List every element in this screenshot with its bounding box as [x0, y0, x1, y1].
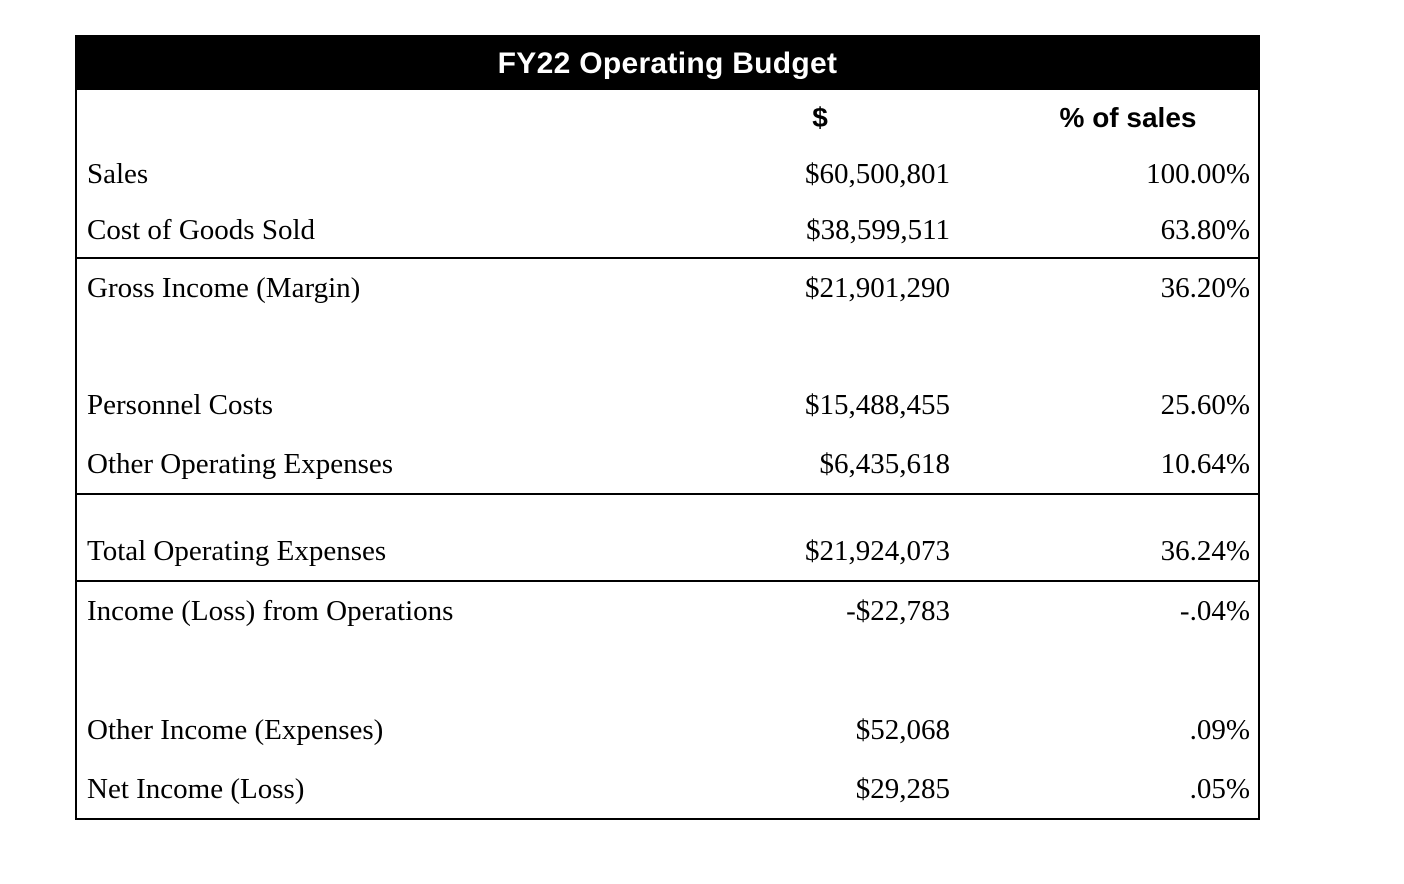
row-percent-value: .05% — [1189, 772, 1250, 805]
row-dollar-value: $52,068 — [855, 713, 950, 746]
row-label: Sales — [87, 157, 149, 190]
column-header-row: $ % of sales — [77, 90, 1258, 145]
row-percent-value: 10.64% — [1160, 447, 1250, 480]
spacer-row — [77, 318, 1258, 375]
table-row-personnel-costs: Personnel Costs $15,488,455 25.60% — [77, 375, 1258, 435]
row-percent-value: .09% — [1189, 713, 1250, 746]
row-percent-value: 36.20% — [1160, 272, 1250, 304]
row-dollar-value: -$22,783 — [846, 594, 950, 627]
table-row-other-income: Other Income (Expenses) $52,068 .09% — [77, 700, 1258, 760]
row-dollar-value: $21,901,290 — [805, 272, 950, 304]
row-label: Other Income (Expenses) — [87, 713, 384, 746]
percent-column-header: % of sales — [1059, 101, 1197, 133]
spacer-row — [77, 495, 1258, 523]
row-percent-value: 36.24% — [1160, 535, 1250, 567]
spacer-row — [77, 640, 1258, 700]
dollar-column-header: $ — [812, 101, 828, 133]
table-row-income-from-operations: Income (Loss) from Operations -$22,783 -… — [77, 582, 1258, 640]
operating-budget-table: FY22 Operating Budget $ % of sales Sales… — [75, 35, 1260, 820]
row-label: Cost of Goods Sold — [87, 213, 316, 246]
row-percent-value: 100.00% — [1146, 157, 1250, 190]
row-dollar-value: $29,285 — [855, 772, 950, 805]
row-dollar-value: $38,599,511 — [806, 213, 950, 246]
row-dollar-value: $21,924,073 — [805, 535, 950, 567]
row-percent-value: 25.60% — [1160, 388, 1250, 421]
row-label: Income (Loss) from Operations — [87, 594, 454, 627]
row-dollar-value: $6,435,618 — [819, 447, 951, 480]
row-percent-value: 63.80% — [1160, 213, 1250, 246]
row-label: Personnel Costs — [87, 388, 274, 421]
row-label: Other Operating Expenses — [87, 447, 394, 480]
table-row-gross-income: Gross Income (Margin) $21,901,290 36.20% — [77, 259, 1258, 318]
row-percent-value: -.04% — [1179, 594, 1250, 627]
row-label: Net Income (Loss) — [87, 772, 305, 805]
table-row-total-operating-expenses: Total Operating Expenses $21,924,073 36.… — [77, 523, 1258, 582]
row-label: Total Operating Expenses — [87, 535, 387, 567]
table-row-sales: Sales $60,500,801 100.00% — [77, 145, 1258, 203]
table-row-net-income: Net Income (Loss) $29,285 .05% — [77, 760, 1258, 818]
table-row-cost-of-goods-sold: Cost of Goods Sold $38,599,511 63.80% — [77, 203, 1258, 259]
row-label: Gross Income (Margin) — [87, 272, 361, 304]
table-title: FY22 Operating Budget — [77, 37, 1258, 90]
table-row-other-operating-expenses: Other Operating Expenses $6,435,618 10.6… — [77, 435, 1258, 495]
row-dollar-value: $60,500,801 — [805, 157, 950, 190]
row-dollar-value: $15,488,455 — [805, 388, 950, 421]
